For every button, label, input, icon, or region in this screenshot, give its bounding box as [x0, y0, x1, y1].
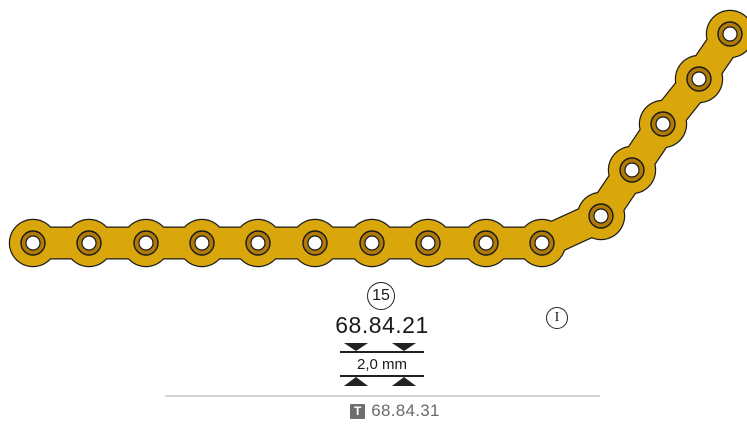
hole-count-badge: 15 — [367, 282, 395, 310]
screw-hole — [650, 111, 676, 137]
screw-hole — [529, 230, 555, 256]
screw-hole — [619, 157, 645, 183]
screw-hole — [415, 230, 441, 256]
screw-hole — [473, 230, 499, 256]
screw-hole — [588, 203, 614, 229]
screw-hole — [302, 230, 328, 256]
thickness-label: 2,0 mm — [356, 356, 407, 373]
screw-hole — [717, 21, 743, 47]
screw-hole — [20, 230, 46, 256]
variant-mark: I — [546, 307, 568, 329]
titanium-badge-icon: T — [350, 403, 366, 419]
screw-hole — [245, 230, 271, 256]
screw-hole — [189, 230, 215, 256]
screw-hole — [76, 230, 102, 256]
alternative-part-row: T 68.84.31 — [315, 401, 475, 421]
screw-hole — [686, 66, 712, 92]
plate-body — [10, 11, 747, 266]
screw-hole — [359, 230, 385, 256]
screw-holes — [20, 21, 743, 256]
alternative-part-number: 68.84.31 — [371, 401, 440, 420]
thickness-arrows-icon — [340, 343, 424, 386]
part-number: 68.84.21 — [335, 312, 429, 338]
screw-hole — [133, 230, 159, 256]
